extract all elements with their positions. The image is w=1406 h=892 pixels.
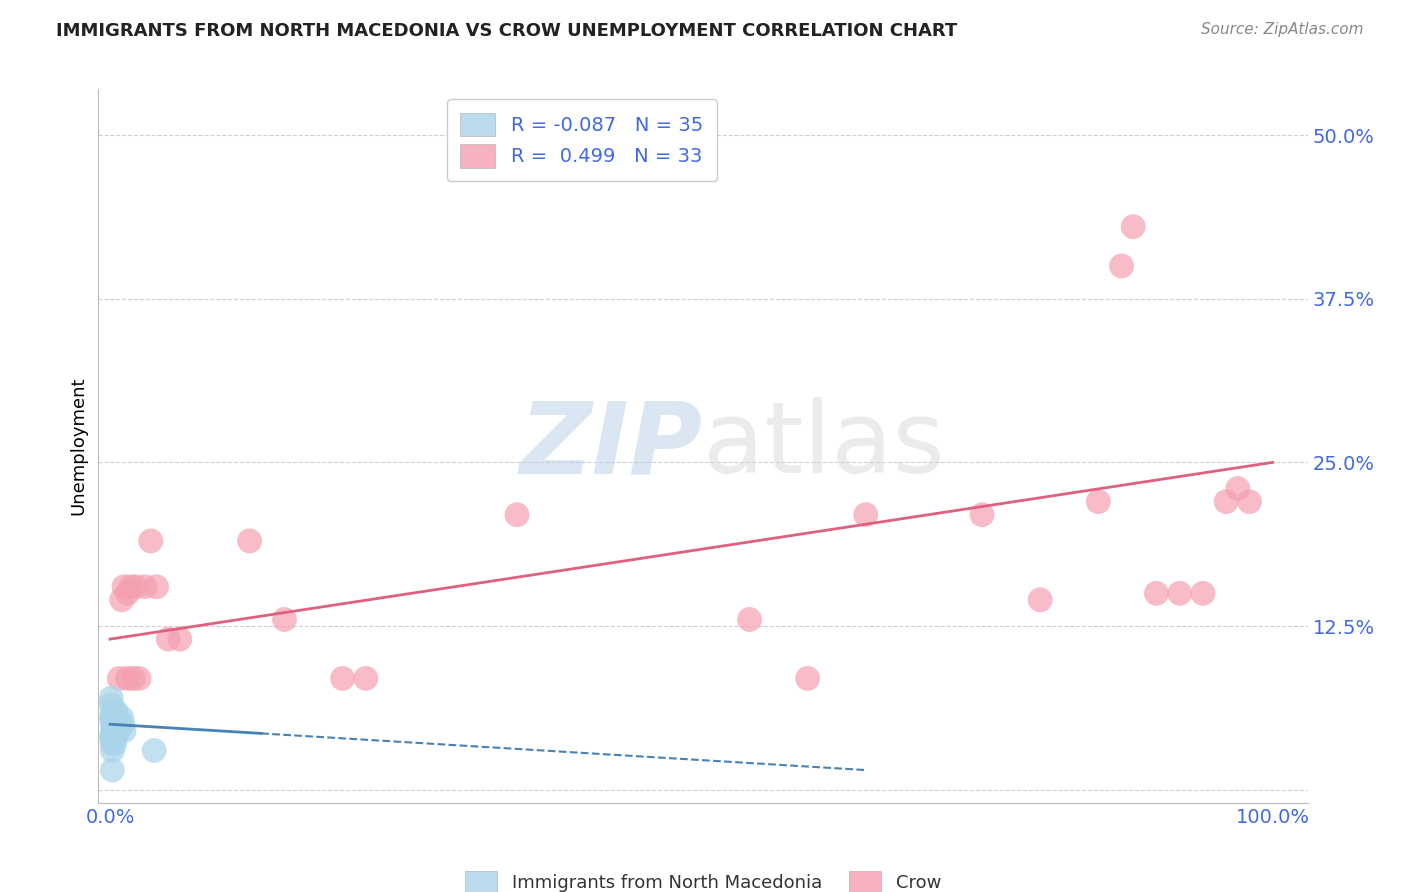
Point — [101, 743, 124, 757]
Point — [101, 704, 124, 718]
Point — [111, 711, 134, 725]
Point — [134, 580, 156, 594]
Point — [101, 711, 124, 725]
Point — [157, 632, 180, 647]
Point — [100, 711, 122, 725]
Text: IMMIGRANTS FROM NORTH MACEDONIA VS CROW UNEMPLOYMENT CORRELATION CHART: IMMIGRANTS FROM NORTH MACEDONIA VS CROW … — [56, 22, 957, 40]
Point — [273, 612, 295, 626]
Point — [104, 711, 127, 725]
Point — [100, 691, 122, 706]
Point — [104, 737, 127, 751]
Point — [105, 723, 128, 738]
Point — [103, 731, 125, 745]
Point — [103, 723, 125, 738]
Point — [111, 592, 134, 607]
Point — [145, 580, 167, 594]
Legend: Immigrants from North Macedonia, Crow: Immigrants from North Macedonia, Crow — [456, 862, 950, 892]
Point — [117, 586, 139, 600]
Point — [101, 731, 124, 745]
Point — [332, 672, 354, 686]
Point — [101, 737, 124, 751]
Point — [1168, 586, 1191, 600]
Point — [108, 717, 131, 731]
Point — [139, 533, 162, 548]
Point — [100, 731, 122, 745]
Point — [506, 508, 529, 522]
Point — [104, 731, 127, 745]
Point — [1215, 494, 1237, 508]
Point — [738, 612, 761, 626]
Point — [1122, 219, 1144, 234]
Point — [855, 508, 877, 522]
Point — [124, 580, 146, 594]
Point — [143, 743, 166, 757]
Point — [103, 711, 125, 725]
Point — [103, 704, 125, 718]
Point — [117, 672, 139, 686]
Point — [108, 672, 131, 686]
Point — [104, 711, 127, 725]
Point — [107, 717, 129, 731]
Point — [107, 723, 129, 738]
Point — [1029, 592, 1052, 607]
Point — [1226, 482, 1249, 496]
Point — [101, 723, 124, 738]
Point — [970, 508, 993, 522]
Point — [1087, 494, 1109, 508]
Point — [111, 717, 134, 731]
Point — [101, 717, 124, 731]
Point — [796, 672, 818, 686]
Point — [105, 711, 128, 725]
Y-axis label: Unemployment: Unemployment — [69, 376, 87, 516]
Point — [101, 763, 124, 777]
Point — [104, 704, 127, 718]
Point — [1144, 586, 1167, 600]
Point — [104, 723, 127, 738]
Point — [354, 672, 377, 686]
Point — [110, 717, 132, 731]
Point — [112, 723, 135, 738]
Point — [105, 717, 128, 731]
Point — [100, 698, 122, 712]
Point — [239, 533, 262, 548]
Point — [169, 632, 191, 647]
Point — [1239, 494, 1261, 508]
Point — [103, 717, 125, 731]
Point — [122, 672, 145, 686]
Text: Source: ZipAtlas.com: Source: ZipAtlas.com — [1201, 22, 1364, 37]
Point — [1192, 586, 1215, 600]
Point — [1111, 259, 1133, 273]
Point — [128, 672, 150, 686]
Point — [104, 717, 127, 731]
Text: atlas: atlas — [703, 398, 945, 494]
Point — [112, 580, 135, 594]
Point — [120, 580, 142, 594]
Text: ZIP: ZIP — [520, 398, 703, 494]
